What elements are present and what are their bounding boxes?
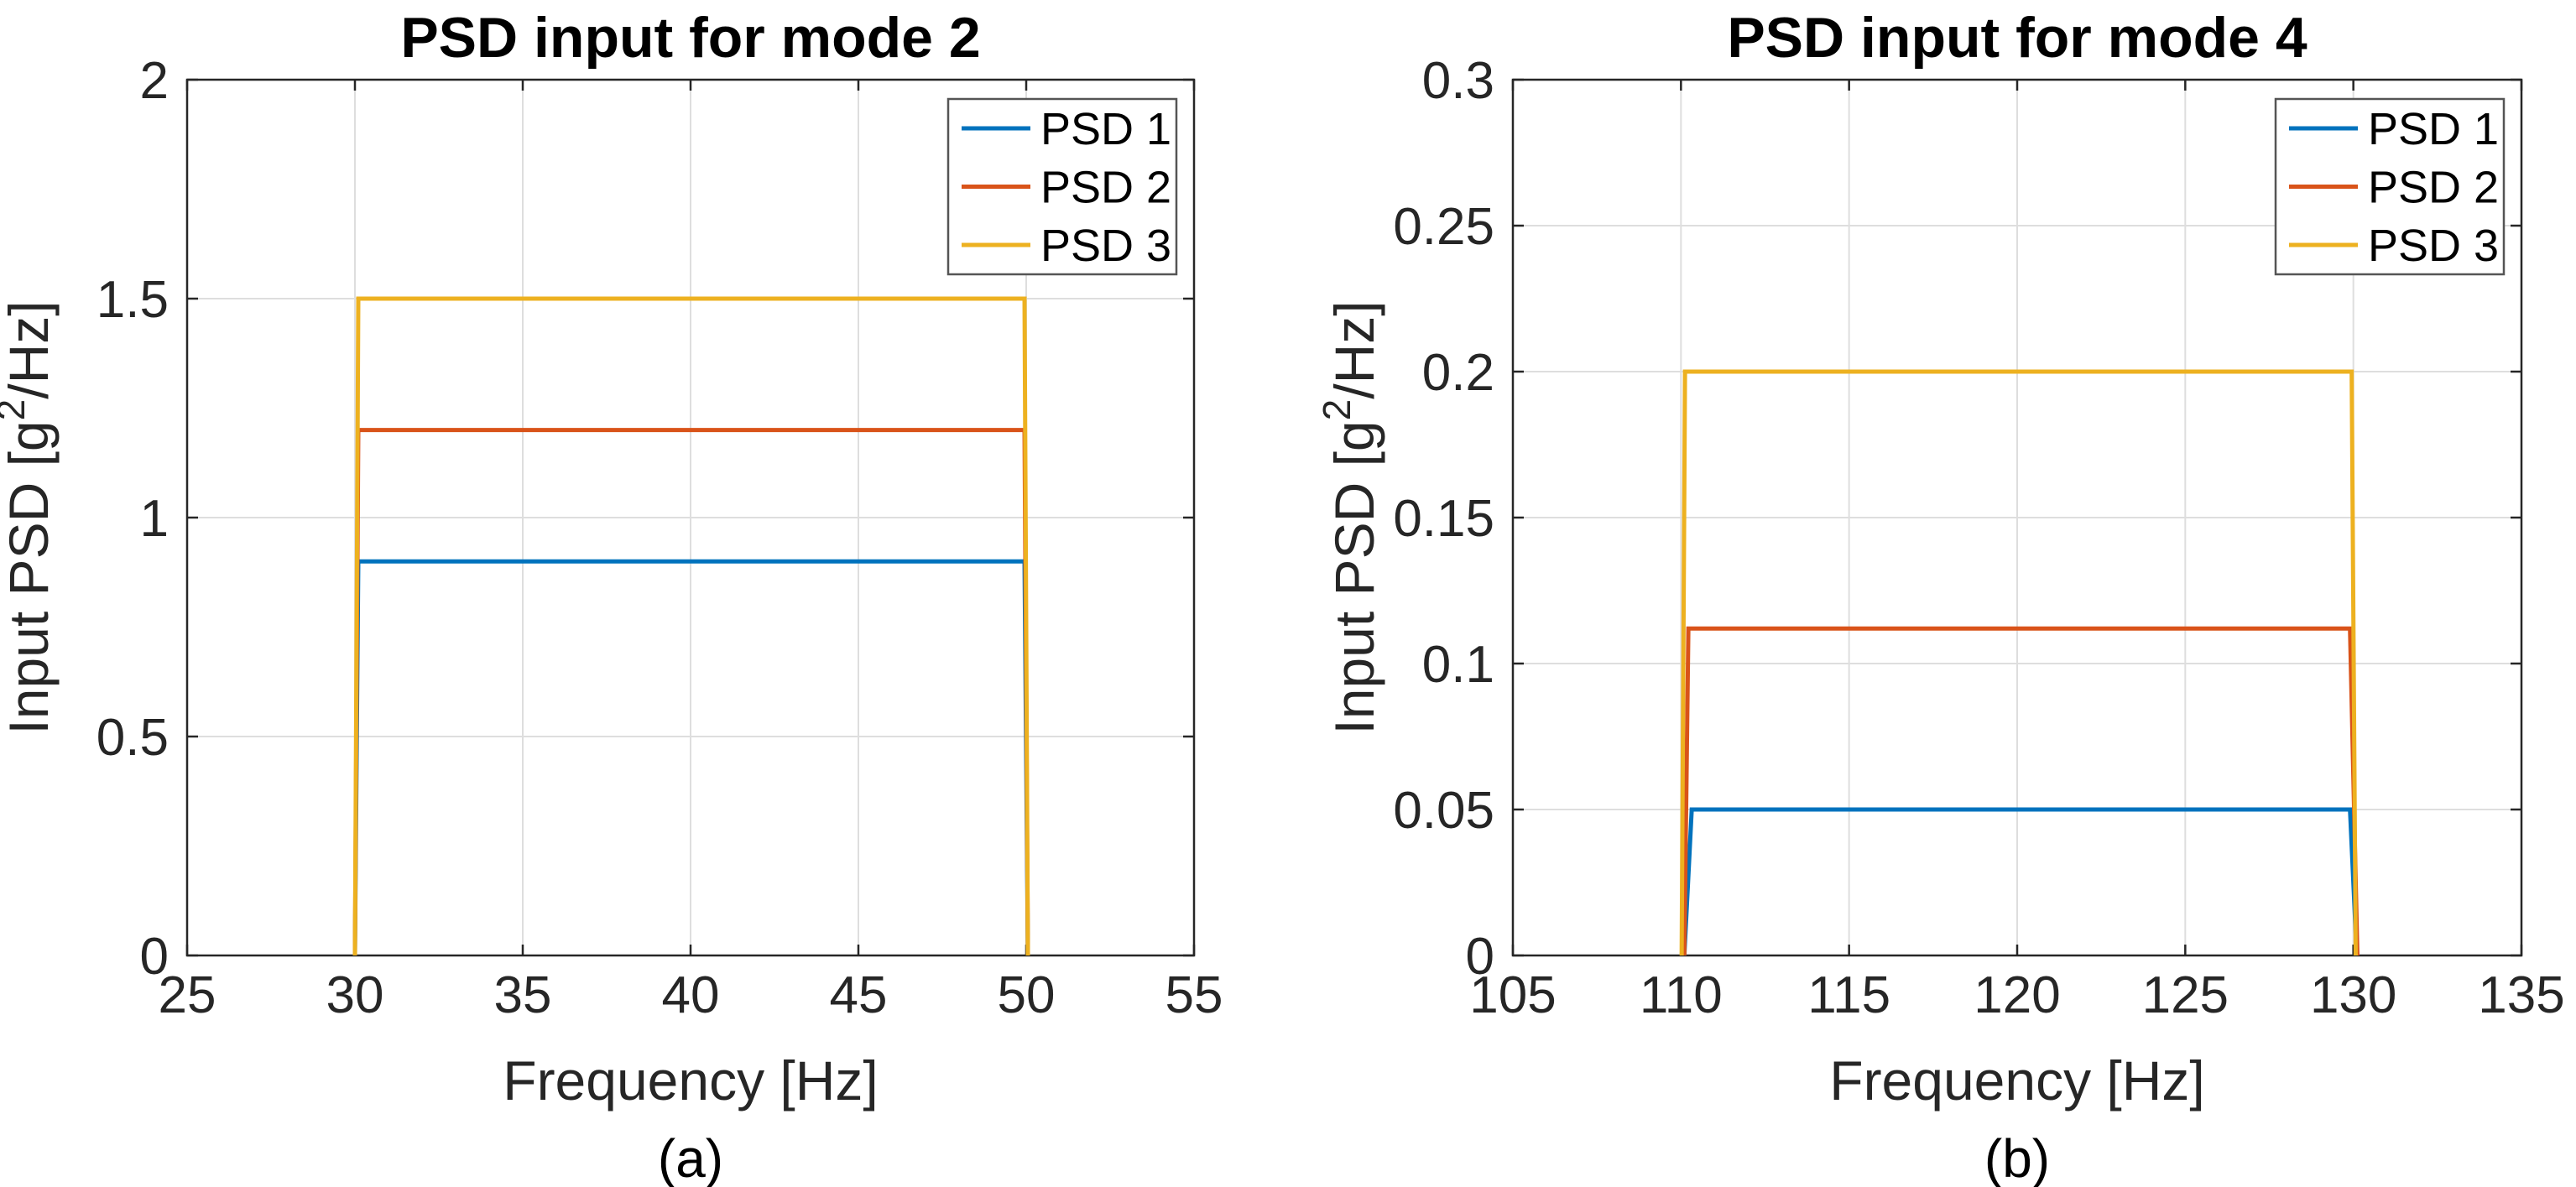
chart-1: 25 30 35 40 45 50 55 0 0.5 1 1.5 2 PSD input for mod… xyxy=(0,6,1223,1187)
series-psd-3 xyxy=(1679,369,2358,956)
x-axis-label: Frequency [Hz] xyxy=(1829,1049,2205,1112)
series-psd-2 xyxy=(1682,626,2360,956)
y-tick-label: 0 xyxy=(140,928,169,986)
y-tick-label: 1.5 xyxy=(96,271,169,329)
x-tick-label: 115 xyxy=(1807,966,1890,1024)
x-tick-label: 35 xyxy=(494,966,552,1024)
y-tick-label: 0.25 xyxy=(1393,198,1494,256)
y-tick-label: 2 xyxy=(140,52,169,110)
x-tick-label: 40 xyxy=(662,966,720,1024)
y-tick-label: 0.1 xyxy=(1422,636,1494,694)
series-psd-3 xyxy=(352,296,1030,956)
x-tick-label: 110 xyxy=(1640,966,1723,1024)
x-tick-label: 25 xyxy=(159,966,216,1024)
chart-title: PSD input for mode 4 xyxy=(1727,6,2307,70)
y-tick-label: 1 xyxy=(140,490,169,548)
x-tick-label: 105 xyxy=(1469,966,1556,1024)
y-tick-label: 0.5 xyxy=(96,709,169,767)
y-axis-label: Input PSD [g2/Hz] xyxy=(1315,300,1385,734)
x-tick-label: 50 xyxy=(998,966,1056,1024)
y-tick-label: 0 xyxy=(1466,928,1494,986)
legend-label-psd-2: PSD 2 xyxy=(1040,163,1171,213)
legend-label-psd-3: PSD 3 xyxy=(2368,221,2499,271)
legend-label-psd-3: PSD 3 xyxy=(1040,221,1171,271)
subplot-caption: (a) xyxy=(658,1128,723,1187)
series-psd-1 xyxy=(1682,807,2360,956)
y-tick-label: 0.3 xyxy=(1422,52,1494,110)
chart-title: PSD input for mode 2 xyxy=(400,6,980,70)
x-tick-label: 45 xyxy=(830,966,888,1024)
x-tick-label: 130 xyxy=(2310,966,2396,1024)
chart-2: 105 110 115 120 125 130 135 0 0.05 0.1 0.15 0.2 0.25… xyxy=(1315,6,2565,1187)
subplot-caption: (b) xyxy=(1984,1128,2050,1187)
legend-label-psd-1: PSD 1 xyxy=(1040,104,1171,154)
x-tick-label: 55 xyxy=(1165,966,1223,1024)
y-axis-label: Input PSD [g2/Hz] xyxy=(0,300,60,734)
x-tick-label: 30 xyxy=(326,966,384,1024)
y-tick-label: 0.15 xyxy=(1393,490,1494,548)
x-tick-label: 120 xyxy=(1974,966,2060,1024)
x-tick-label: 125 xyxy=(2142,966,2229,1024)
legend-label-psd-2: PSD 2 xyxy=(2368,163,2499,213)
legend-label-psd-1: PSD 1 xyxy=(2368,104,2499,154)
y-tick-label: 0.05 xyxy=(1393,782,1494,840)
x-tick-label: 135 xyxy=(2478,966,2564,1024)
y-tick-label: 0.2 xyxy=(1422,344,1494,402)
x-axis-label: Frequency [Hz] xyxy=(503,1049,879,1112)
